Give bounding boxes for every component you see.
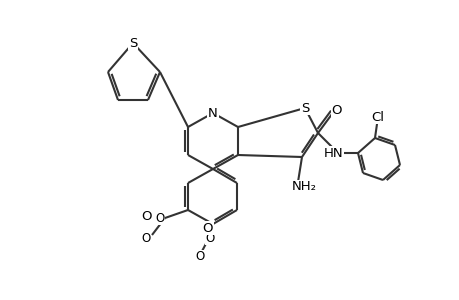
Text: O: O: [195, 250, 204, 263]
Text: HN: HN: [324, 146, 343, 160]
Text: N: N: [207, 106, 218, 119]
Text: S: S: [300, 101, 308, 115]
Text: O: O: [155, 212, 164, 224]
Text: O: O: [331, 103, 341, 116]
Text: O: O: [141, 209, 152, 223]
Text: S: S: [129, 37, 137, 50]
Text: O: O: [202, 221, 213, 235]
Text: O: O: [205, 232, 214, 244]
Text: NH₂: NH₂: [291, 181, 316, 194]
Text: Cl: Cl: [371, 110, 384, 124]
Text: O: O: [141, 232, 150, 244]
